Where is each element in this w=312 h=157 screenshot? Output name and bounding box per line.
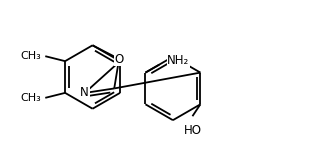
Text: NH₂: NH₂ [167, 54, 189, 67]
Text: CH₃: CH₃ [21, 93, 41, 103]
Text: N: N [80, 87, 89, 99]
Text: O: O [115, 52, 124, 65]
Text: CH₃: CH₃ [21, 51, 41, 61]
Text: HO: HO [183, 124, 202, 137]
